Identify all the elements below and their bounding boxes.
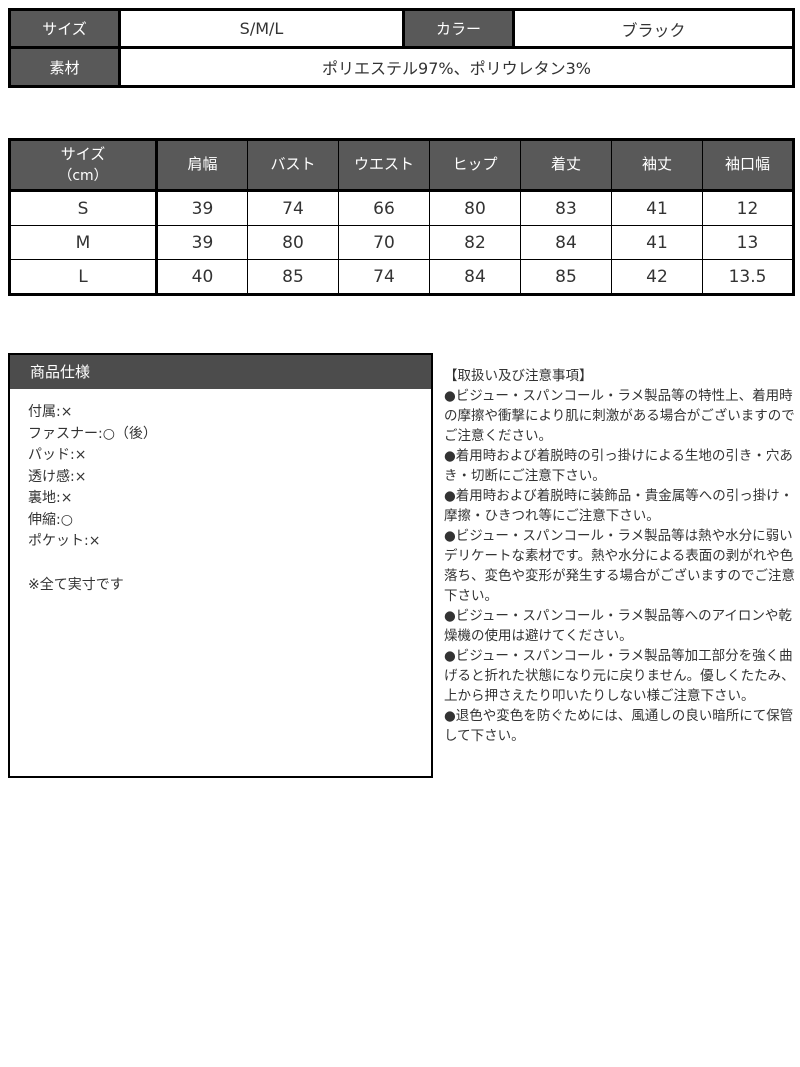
- column-header: ヒップ: [429, 139, 521, 192]
- color-value-cell: ブラック: [512, 8, 795, 49]
- row-size-cell: M: [9, 225, 158, 260]
- measurement-cell: 39: [156, 190, 248, 226]
- size-chart-header-line1: サイズ: [60, 144, 106, 163]
- handling-note-item: ●着用時および着脱時の引っ掛けによる生地の引き・穴あき・切断にご注意下さい。: [444, 448, 793, 484]
- handling-notes-title: 【取扱い及び注意事項】: [444, 368, 593, 384]
- size-chart-header-line2: （cm）: [58, 167, 108, 184]
- measurement-cell: 74: [247, 190, 339, 226]
- spec-item: 透け感:×: [28, 468, 87, 485]
- spec-item: 裏地:×: [28, 490, 73, 506]
- handling-note-item: ●退色や変色を防ぐためには、風通しの良い暗所にて保管して下さい。: [444, 708, 794, 744]
- row-size-cell: L: [9, 259, 158, 295]
- spec-item: ファスナー:○（後）: [28, 425, 157, 442]
- handling-note-item: ●ビジュー・スパンコール・ラメ製品等加工部分を強く曲げると折れた状態になり元に戻…: [444, 648, 795, 704]
- measurement-cell: 85: [247, 259, 339, 295]
- product-spec-list: 付属:× ファスナー:○（後） パッド:× 透け感:× 裏地:× 伸縮:○ ポケ…: [10, 389, 431, 596]
- measurement-cell: 41: [611, 225, 703, 260]
- product-spec-title: 商品仕様: [10, 355, 431, 389]
- handling-note-item: ●ビジュー・スパンコール・ラメ製品等は熱や水分に弱いデリケートな素材です。熱や水…: [444, 528, 795, 604]
- table-row: 素材 ポリエステル97%、ポリウレタン3%: [8, 46, 795, 88]
- measurement-cell: 40: [156, 259, 248, 295]
- measurement-cell: 13: [702, 225, 794, 260]
- column-header: 着丈: [520, 139, 612, 192]
- material-value-cell: ポリエステル97%、ポリウレタン3%: [118, 46, 795, 88]
- measurement-cell: 85: [520, 259, 612, 295]
- measurement-cell: 84: [429, 259, 521, 295]
- spec-item: ポケット:×: [28, 533, 101, 549]
- measurement-cell: 13.5: [702, 259, 794, 295]
- column-header: 袖丈: [611, 139, 703, 192]
- measurement-cell: 83: [520, 190, 612, 226]
- product-spec-box: 商品仕様 付属:× ファスナー:○（後） パッド:× 透け感:× 裏地:× 伸縮…: [8, 353, 433, 778]
- column-header: 袖口幅: [702, 139, 794, 192]
- size-label-cell: サイズ: [8, 8, 121, 49]
- size-chart-row-m: M 39 80 70 82 84 41 13: [9, 225, 794, 260]
- spec-measurement-note: ※全て実寸です: [28, 576, 124, 593]
- size-chart-corner-cell: サイズ （cm）: [9, 139, 158, 192]
- spec-item: 付属:×: [28, 404, 73, 420]
- column-header: ウエスト: [338, 139, 430, 192]
- handling-notes: 【取扱い及び注意事項】 ●ビジュー・スパンコール・ラメ製品等の特性上、着用時の摩…: [444, 366, 796, 746]
- measurement-cell: 41: [611, 190, 703, 226]
- handling-note-item: ●ビジュー・スパンコール・ラメ製品等へのアイロンや乾燥機の使用は避けてください。: [444, 608, 792, 644]
- spec-item: パッド:×: [28, 447, 87, 463]
- measurement-cell: 70: [338, 225, 430, 260]
- size-value-cell: S/M/L: [118, 8, 405, 49]
- measurement-cell: 39: [156, 225, 248, 260]
- handling-note-item: ●ビジュー・スパンコール・ラメ製品等の特性上、着用時の摩擦や衝撃により肌に刺激が…: [444, 388, 795, 444]
- measurement-cell: 80: [429, 190, 521, 226]
- size-chart-table: サイズ （cm） 肩幅 バスト ウエスト ヒップ 着丈 袖丈 袖口幅 S 39 …: [8, 138, 795, 296]
- column-header: バスト: [247, 139, 339, 192]
- measurement-cell: 42: [611, 259, 703, 295]
- color-label-cell: カラー: [402, 8, 515, 49]
- size-chart-header-row: サイズ （cm） 肩幅 バスト ウエスト ヒップ 着丈 袖丈 袖口幅: [9, 139, 794, 192]
- material-label-cell: 素材: [8, 46, 121, 88]
- size-chart-row-l: L 40 85 74 84 85 42 13.5: [9, 259, 794, 295]
- measurement-cell: 74: [338, 259, 430, 295]
- measurement-cell: 80: [247, 225, 339, 260]
- column-header: 肩幅: [156, 139, 248, 192]
- table-row: サイズ S/M/L カラー ブラック: [8, 8, 795, 49]
- size-color-material-table: サイズ S/M/L カラー ブラック 素材 ポリエステル97%、ポリウレタン3%: [8, 8, 795, 88]
- measurement-cell: 12: [702, 190, 794, 226]
- measurement-cell: 66: [338, 190, 430, 226]
- row-size-cell: S: [9, 190, 158, 226]
- measurement-cell: 82: [429, 225, 521, 260]
- size-chart-row-s: S 39 74 66 80 83 41 12: [9, 190, 794, 226]
- handling-note-item: ●着用時および着脱時に装飾品・貴金属等への引っ掛け・摩擦・ひきつれ等にご注意下さ…: [444, 488, 794, 524]
- spec-item: 伸縮:○: [28, 511, 73, 528]
- measurement-cell: 84: [520, 225, 612, 260]
